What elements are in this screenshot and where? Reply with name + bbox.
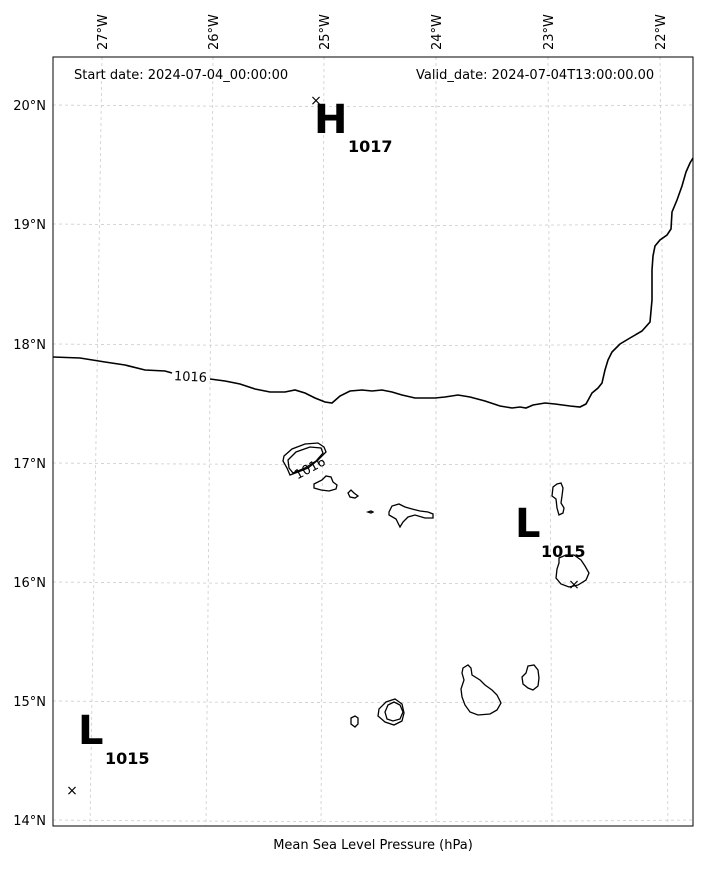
- high-symbol: H: [314, 97, 347, 143]
- island-sal: [551, 482, 565, 516]
- center-marker-low-2: ×: [66, 783, 78, 799]
- center-marker-high: ×: [310, 93, 322, 109]
- grid-lat-17: [52, 462, 694, 465]
- center-marker-low-1: ×: [568, 577, 580, 593]
- grid-lat-16: [52, 581, 694, 584]
- coastlines: [282, 442, 590, 728]
- lon-tick-23: 23°W: [542, 14, 557, 50]
- island-sao-vicente: [313, 475, 338, 492]
- low-value-2: 1015: [105, 749, 150, 768]
- grid-lat-14: [52, 819, 694, 822]
- island-boa-vista: [555, 554, 590, 588]
- lon-tick-24: 24°W: [430, 14, 445, 50]
- grid-lon-23: [547, 56, 553, 827]
- graticule: [52, 56, 694, 827]
- map-frame: [52, 56, 694, 827]
- isobar-1016-small: [287, 446, 324, 474]
- island-brava: [350, 715, 359, 728]
- grid-lat-19: [52, 223, 694, 226]
- grid-lat-18: [52, 343, 694, 346]
- x-axis-label: Mean Sea Level Pressure (hPa): [273, 838, 473, 853]
- lon-tick-26: 26°W: [207, 14, 222, 50]
- grid-lat-15: [52, 700, 694, 703]
- lon-tick-22: 22°W: [654, 14, 669, 50]
- isobar-label-main: 1016: [174, 369, 208, 386]
- valid-date: Valid_date: 2024-07-04T13:00:00.00: [416, 68, 654, 83]
- island-sao-nicolau: [388, 503, 434, 529]
- island-fogo-contour: [384, 701, 404, 722]
- grid-lat-20: [52, 104, 694, 107]
- lat-tick-19: 19°N: [13, 218, 46, 233]
- lat-tick-18: 18°N: [13, 338, 46, 353]
- grid-lon-22: [659, 56, 669, 827]
- island-santo-antao: [282, 442, 327, 476]
- grid-lon-27: [89, 56, 103, 827]
- lon-tick-27: 27°W: [96, 14, 111, 50]
- lat-tick-15: 15°N: [13, 695, 46, 710]
- island-fogo: [377, 698, 405, 726]
- lat-tick-17: 17°N: [13, 457, 46, 472]
- low-symbol-2: L: [78, 708, 104, 754]
- low-value-1: 1015: [541, 542, 586, 561]
- grid-lon-26: [205, 56, 214, 827]
- island-maio: [521, 664, 540, 691]
- lat-tick-20: 20°N: [13, 99, 46, 114]
- island-raso: [365, 510, 375, 514]
- start-date: Start date: 2024-07-04_00:00:00: [74, 68, 288, 83]
- lat-tick-14: 14°N: [13, 814, 46, 829]
- island-santa-luzia: [347, 489, 360, 499]
- low-symbol-1: L: [515, 501, 541, 547]
- isobar-1016: [52, 157, 694, 409]
- high-value: 1017: [348, 137, 393, 156]
- lon-tick-25: 25°W: [318, 14, 333, 50]
- grid-lon-25: [320, 56, 325, 827]
- lat-tick-16: 16°N: [13, 576, 46, 591]
- island-santiago: [460, 664, 502, 716]
